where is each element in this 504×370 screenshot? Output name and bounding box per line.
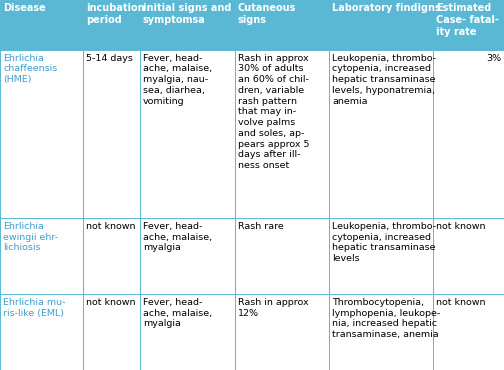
Text: 5-14 days: 5-14 days [86, 54, 133, 63]
Bar [234, 0, 329, 50]
Bar [329, 218, 433, 294]
Text: Fever, head-
ache, malaise,
myalgia: Fever, head- ache, malaise, myalgia [143, 222, 212, 252]
Text: Ehrlichia
ewingii ehr-
lichiosis: Ehrlichia ewingii ehr- lichiosis [3, 222, 58, 252]
Text: Thrombocytopenia,
lymphopenia, leukope-
nia, increased hepatic
transaminase, ane: Thrombocytopenia, lymphopenia, leukope- … [332, 298, 440, 339]
Text: Cutaneous
signs: Cutaneous signs [237, 3, 296, 25]
Text: Laboratory findigns: Laboratory findigns [332, 3, 441, 13]
Text: Rash in approx
12%: Rash in approx 12% [237, 298, 308, 317]
Bar [140, 50, 234, 218]
Text: initial signs and
symptomsa: initial signs and symptomsa [143, 3, 231, 25]
Text: Estimated
Case- fatal-
ity rate: Estimated Case- fatal- ity rate [436, 3, 499, 37]
Bar [329, 294, 433, 370]
Bar [83, 50, 140, 218]
Bar [433, 0, 504, 50]
Bar [83, 218, 140, 294]
Text: 3%: 3% [486, 54, 501, 63]
Bar [140, 218, 234, 294]
Text: Ehrlichia
chaffeensis
(HME): Ehrlichia chaffeensis (HME) [3, 54, 57, 84]
Bar [433, 218, 504, 294]
Bar [0, 50, 83, 218]
Text: incubation
period: incubation period [86, 3, 145, 25]
Bar [83, 0, 140, 50]
Text: not known: not known [86, 222, 136, 231]
Bar [140, 0, 234, 50]
Text: not known: not known [86, 298, 136, 307]
Bar [234, 218, 329, 294]
Bar [0, 218, 83, 294]
Bar [83, 294, 140, 370]
Text: not known: not known [436, 222, 486, 231]
Text: Disease: Disease [3, 3, 46, 13]
Text: Leukopenia, thrombo-
cytopenia, increased
hepatic transaminase
levels, hyponatre: Leukopenia, thrombo- cytopenia, increase… [332, 54, 436, 106]
Bar [234, 50, 329, 218]
Text: Ehrlichia mu-
ris-like (EML): Ehrlichia mu- ris-like (EML) [3, 298, 66, 317]
Bar [0, 0, 83, 50]
Text: Fever, head-
ache, malaise,
myalgia, nau-
sea, diarhea,
vomiting: Fever, head- ache, malaise, myalgia, nau… [143, 54, 212, 106]
Bar [433, 294, 504, 370]
Bar [234, 294, 329, 370]
Text: Fever, head-
ache, malaise,
myalgia: Fever, head- ache, malaise, myalgia [143, 298, 212, 328]
Bar [140, 294, 234, 370]
Bar [329, 0, 433, 50]
Text: not known: not known [436, 298, 486, 307]
Bar [0, 294, 83, 370]
Text: Leukopenia, thrombo-
cytopenia, increased
hepatic transaminase
levels: Leukopenia, thrombo- cytopenia, increase… [332, 222, 436, 263]
Bar [433, 50, 504, 218]
Text: Rash rare: Rash rare [237, 222, 283, 231]
Bar [329, 50, 433, 218]
Text: Rash in approx
30% of adults
an 60% of chil-
dren, variable
rash pattern
that ma: Rash in approx 30% of adults an 60% of c… [237, 54, 309, 170]
